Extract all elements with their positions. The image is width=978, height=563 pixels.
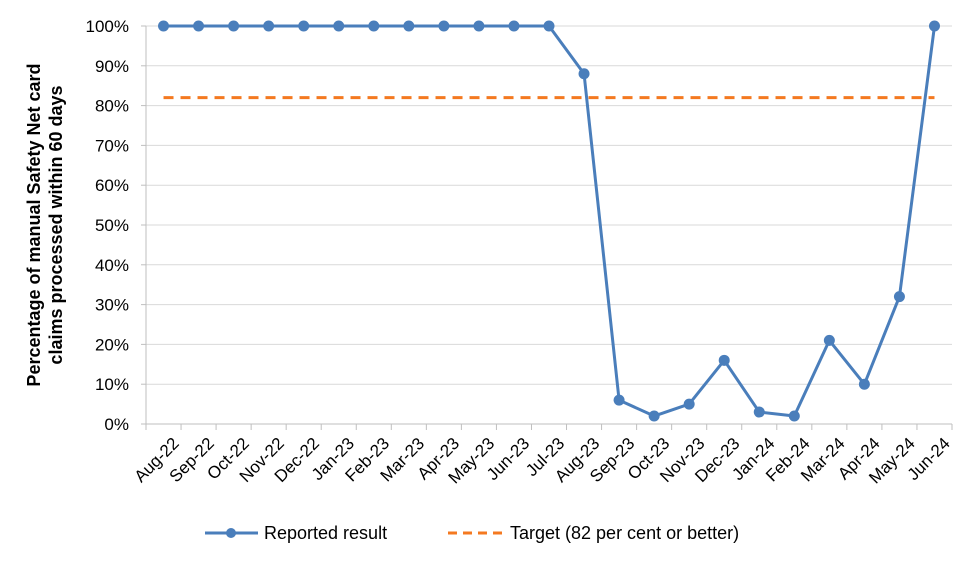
series-layer <box>158 20 940 422</box>
data-point-reported <box>228 20 240 32</box>
y-axis-ticks: 0% 10% 20% 30% 40% 50% 60% 70% 80% 90% 100% <box>86 17 146 434</box>
y-axis-label-line: Percentage of manual Safety Net card <box>24 63 44 386</box>
y-tick-label: 30% <box>95 296 129 315</box>
legend-label-target: Target (82 per cent or better) <box>510 523 739 543</box>
data-point-reported <box>648 410 660 422</box>
legend-item-reported: Reported result <box>205 523 387 543</box>
series-line-reported <box>163 24 936 418</box>
data-point-reported <box>683 398 695 410</box>
data-point-reported <box>403 20 415 32</box>
data-point-reported <box>333 20 345 32</box>
y-tick-label: 90% <box>95 57 129 76</box>
y-tick-label: 40% <box>95 256 129 275</box>
y-axis-label-line: claims processed within 60 days <box>46 85 66 364</box>
data-point-reported <box>753 406 765 418</box>
data-point-reported <box>613 394 625 406</box>
y-tick-label: 70% <box>95 136 129 155</box>
data-point-reported <box>858 378 870 390</box>
x-axis: Aug-22Sep-22Oct-22Nov-22Dec-22Jan-23Feb-… <box>131 26 954 487</box>
data-point-reported <box>718 354 730 366</box>
legend-swatch-reported-marker <box>226 528 236 538</box>
data-point-reported <box>473 20 485 32</box>
data-point-reported <box>928 20 940 32</box>
legend: Reported result Target (82 per cent or b… <box>205 523 739 543</box>
data-point-reported <box>578 68 590 80</box>
data-point-reported <box>823 334 835 346</box>
data-point-reported <box>438 20 450 32</box>
y-tick-label: 50% <box>95 216 129 235</box>
data-point-reported <box>193 20 205 32</box>
data-point-reported <box>298 20 310 32</box>
y-tick-label: 20% <box>95 335 129 354</box>
data-point-reported <box>158 20 170 32</box>
y-tick-label: 60% <box>95 176 129 195</box>
data-point-reported <box>508 20 520 32</box>
data-point-reported <box>263 20 275 32</box>
y-axis-label: Percentage of manual Safety Net card clai… <box>24 63 66 386</box>
y-tick-label: 0% <box>104 415 129 434</box>
data-point-reported <box>543 20 555 32</box>
y-tick-label: 100% <box>86 17 129 36</box>
y-tick-label: 10% <box>95 375 129 394</box>
data-point-reported <box>788 410 800 422</box>
data-point-reported <box>368 20 380 32</box>
data-point-reported <box>893 291 905 303</box>
legend-item-target: Target (82 per cent or better) <box>448 523 739 543</box>
legend-label-reported: Reported result <box>264 523 387 543</box>
gridlines <box>146 25 952 385</box>
y-tick-label: 80% <box>95 97 129 116</box>
